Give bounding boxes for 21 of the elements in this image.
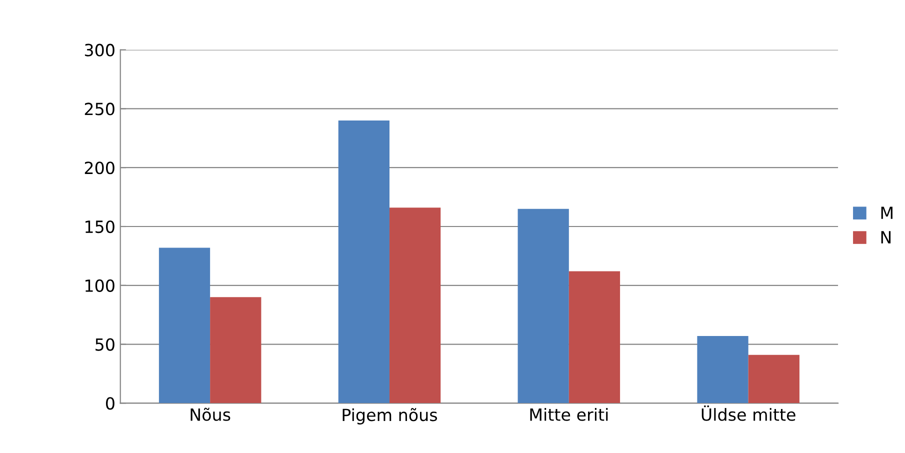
- bar: [568, 271, 620, 404]
- y-tick-label: 50: [96, 338, 114, 351]
- bar: [210, 297, 262, 404]
- x-tick-label: Pigem nõus: [342, 408, 438, 424]
- y-tick-label: 250: [84, 102, 114, 116]
- legend-label: N: [881, 231, 891, 244]
- bar: [158, 248, 210, 404]
- y-tick-label: 150: [86, 220, 114, 234]
- bar: [518, 208, 569, 404]
- y-tick-label: 200: [84, 162, 114, 174]
- x-tick-label: Mitte eriti: [530, 408, 608, 421]
- bar: [748, 354, 800, 404]
- bar: [697, 336, 748, 404]
- legend-label: M: [881, 206, 892, 219]
- bar: [389, 208, 441, 404]
- x-tick-label: Üldse mitte: [702, 406, 796, 421]
- x-tick-label: Nõus: [190, 408, 230, 421]
- bar: [338, 120, 390, 404]
- y-tick-label: 100: [86, 279, 114, 292]
- y-tick-label: 300: [84, 44, 114, 56]
- y-tick-label: 0: [106, 397, 114, 410]
